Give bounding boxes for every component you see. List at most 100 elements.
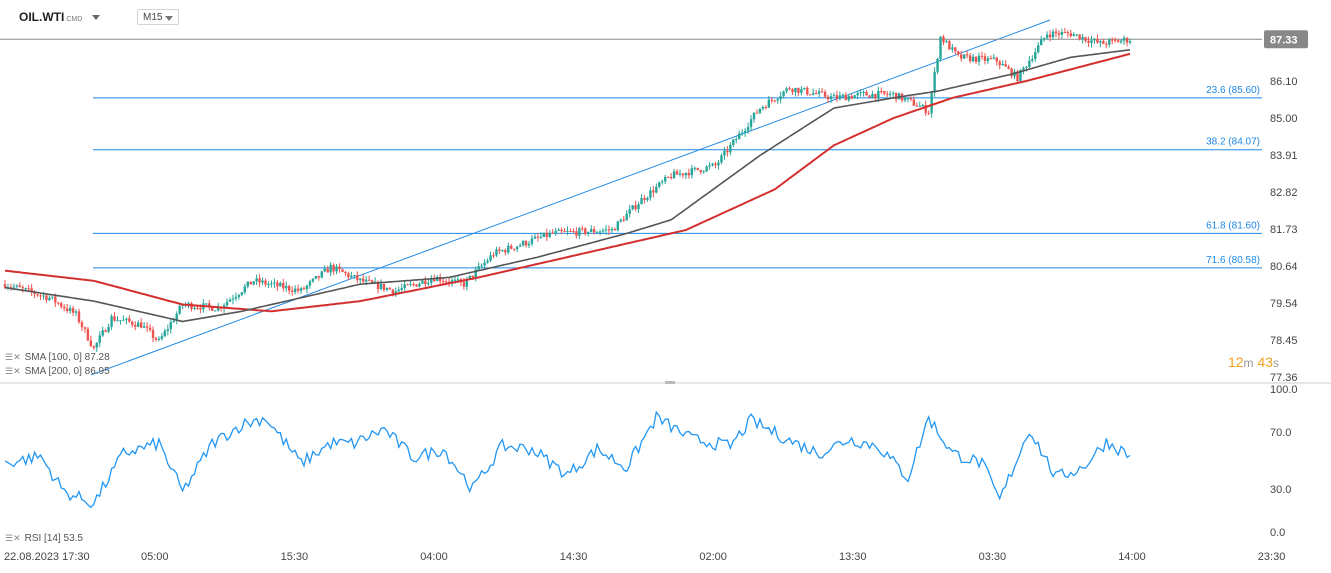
candle-body [504,250,507,253]
candle-body [803,87,806,90]
candle-body [338,266,341,270]
candle-body [983,56,987,61]
time-tick-label: 03:30 [979,551,1007,563]
candle-body [169,322,172,330]
candle-body [54,296,57,303]
candle-body [678,173,682,175]
candle-body [30,288,33,292]
candle-body [234,296,238,299]
candle-body [998,61,1001,66]
candle-body [172,320,175,323]
candle-body [1078,34,1081,40]
candle-body [628,209,631,214]
candle-body [240,292,244,295]
candle-body [427,282,430,285]
candle-body [1060,32,1064,35]
symbol-name: OIL.WTI [19,10,65,24]
candle-body [314,275,318,279]
candle-body [575,231,578,236]
countdown-sec: 43 [1257,354,1273,370]
time-tick-label: 02:00 [699,551,727,563]
candle-body [83,327,87,329]
legend-sma100[interactable]: ☰✕ SMA [100, 0] 87.28 [5,352,110,363]
price-tick-label: 79.54 [1270,298,1298,310]
candle-body [578,228,581,236]
candle-body [373,281,377,283]
candle-body [968,55,972,62]
candle-body [367,279,371,281]
candle-body [880,91,883,93]
candle-body [616,221,620,231]
price-tick-label: 82.82 [1270,187,1298,199]
rsi-tick-label: 100.0 [1270,384,1298,396]
candle-body [838,95,842,99]
legend-menu-icon[interactable]: ☰✕ [5,366,21,376]
chevron-down-icon [92,15,101,21]
candle-body [258,278,261,283]
candle-body [341,269,344,272]
candle-body [755,112,759,114]
candle-body [832,95,836,97]
candle-body [826,96,830,100]
candle-body [601,230,605,232]
time-tick-label: 14:00 [1118,551,1146,563]
candle-body [643,197,646,201]
candle-body [587,231,590,234]
candle-body [379,283,383,290]
candle-body [193,307,196,309]
candle-body [104,330,107,332]
candle-body [530,238,534,244]
candle-body [980,55,984,57]
candle-body [370,280,374,283]
candle-body [249,281,252,285]
candle-body [666,176,670,178]
legend-menu-icon[interactable]: ☰✕ [5,352,21,362]
candle-body [421,280,424,284]
price-tick-label: 77.36 [1270,372,1298,384]
candle-body [607,229,611,231]
candle-body [468,275,472,279]
candle-body [273,282,276,284]
pane-resize-handle[interactable] [665,381,675,384]
candle-body [474,269,477,278]
candle-body [894,92,898,100]
candle-body [924,105,927,114]
candle-body [948,41,951,50]
candle-body [128,318,131,322]
symbol-selector[interactable]: OIL.WTI CMD [19,10,101,24]
candle-body [382,283,386,290]
candle-body [690,168,694,176]
candle-body [48,297,51,301]
candle-body [347,273,350,278]
candle-body [554,230,557,234]
candle-body [424,280,427,285]
candle-body [199,307,202,310]
candle-body [773,100,776,102]
legend-rsi-label: RSI [14] 53.5 [24,533,83,544]
candle-body [1081,37,1084,40]
candle-body [122,319,125,321]
candle-body [495,249,498,256]
candle-body [228,299,232,302]
legend-sma200[interactable]: ☰✕ SMA [200, 0] 86.95 [5,366,110,377]
legend-rsi[interactable]: ☰✕ RSI [14] 53.5 [5,533,83,544]
candle-body [1084,37,1087,41]
candle-body [652,190,655,193]
candle-body [1042,37,1046,40]
timeframe-selector[interactable]: M15 [137,9,179,25]
candle-body [1028,60,1031,67]
time-tick-label: 14:30 [560,551,588,563]
candle-body [764,107,768,109]
candle-body [729,144,732,153]
candle-body [139,322,143,328]
candle-body [89,340,93,347]
candle-body [862,92,865,94]
candle-body [175,313,178,321]
legend-menu-icon[interactable]: ☰✕ [5,533,21,543]
candle-body [515,246,519,250]
candle-body [462,281,466,287]
candle-body [557,229,560,231]
candle-body [27,288,30,290]
candle-body [205,303,208,305]
